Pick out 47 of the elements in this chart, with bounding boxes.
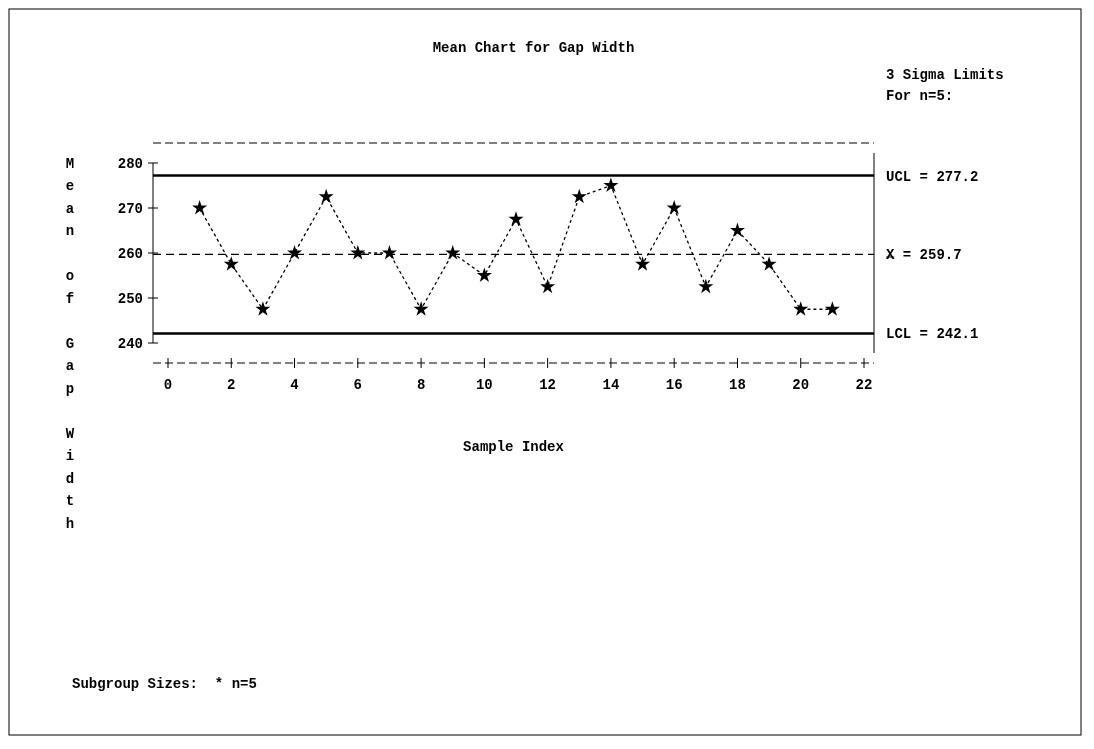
ref-line-label: X̿ = 259.7 bbox=[885, 247, 962, 264]
x-tick-label: 12 bbox=[539, 377, 557, 393]
point bbox=[729, 222, 745, 237]
point bbox=[571, 188, 587, 204]
point bbox=[350, 245, 366, 260]
x-tick-label: 18 bbox=[729, 377, 746, 393]
x-tick-label: 8 bbox=[416, 377, 426, 393]
x-tick-label: 22 bbox=[855, 377, 873, 393]
x-tick-label: 6 bbox=[353, 377, 363, 393]
x-tick-label: 4 bbox=[290, 377, 299, 393]
x-tick-label: 10 bbox=[475, 377, 493, 393]
point bbox=[223, 256, 239, 271]
point bbox=[192, 200, 208, 215]
x-tick-label: 16 bbox=[665, 377, 683, 393]
point bbox=[287, 245, 303, 260]
y-tick-label: 250 bbox=[117, 290, 143, 307]
point bbox=[445, 245, 461, 260]
x-tick-label: 0 bbox=[163, 377, 173, 393]
point bbox=[824, 301, 840, 316]
point bbox=[318, 188, 334, 204]
point bbox=[761, 256, 777, 271]
y-tick-label: 280 bbox=[117, 155, 143, 172]
point bbox=[255, 301, 271, 316]
point bbox=[666, 200, 682, 215]
point bbox=[603, 177, 619, 192]
point bbox=[635, 256, 651, 271]
point bbox=[508, 211, 524, 226]
x-axis-title: Sample Index bbox=[463, 439, 565, 455]
y-tick-label: 270 bbox=[117, 200, 143, 217]
x-tick-label: 14 bbox=[602, 377, 620, 393]
y-tick-label: 240 bbox=[117, 335, 143, 352]
point bbox=[698, 278, 714, 294]
ref-line-label: UCL = 277.2 bbox=[886, 168, 979, 185]
point bbox=[793, 301, 809, 316]
text: For n=5: bbox=[886, 88, 954, 104]
chart-title: Mean Chart for Gap Width bbox=[432, 40, 635, 56]
point bbox=[381, 245, 397, 260]
y-tick-label: 260 bbox=[117, 245, 143, 262]
point bbox=[476, 267, 492, 282]
ref-line-label: LCL = 242.1 bbox=[886, 326, 979, 343]
text: Mean of Gap Width bbox=[65, 155, 75, 532]
x-tick-label: 20 bbox=[792, 377, 810, 393]
text: 3 Sigma Limits bbox=[886, 67, 1004, 83]
x-tick-label: 2 bbox=[227, 377, 236, 393]
text: Subgroup Sizes: * n=5 bbox=[72, 676, 257, 692]
point bbox=[413, 301, 429, 316]
point bbox=[540, 278, 556, 294]
